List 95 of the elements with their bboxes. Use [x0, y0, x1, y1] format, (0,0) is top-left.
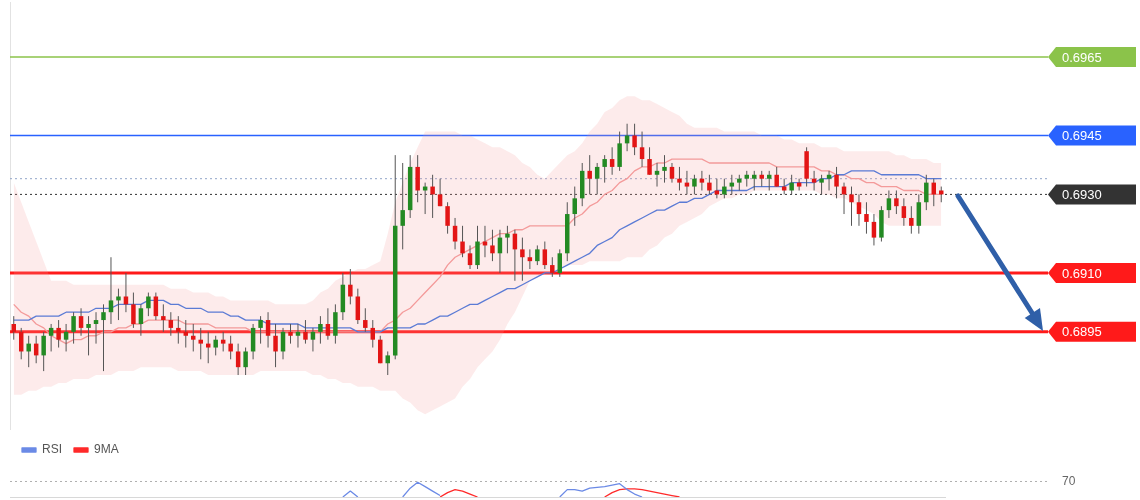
candlestick: [572, 186, 577, 227]
candlestick: [108, 256, 114, 325]
candlestick: [909, 205, 914, 235]
candlestick: [834, 166, 839, 199]
candlestick: [602, 154, 607, 184]
candlestick: [378, 335, 383, 364]
candlestick: [385, 350, 390, 376]
candlestick: [370, 319, 376, 349]
y-tick-label: 0.6965: [1062, 49, 1102, 65]
candlestick: [243, 347, 248, 376]
candlestick: [916, 193, 922, 235]
candlestick: [63, 323, 69, 352]
candlestick: [355, 288, 361, 325]
candlestick: [228, 335, 233, 360]
candlestick: [123, 272, 129, 313]
legend-label: 9MA: [94, 442, 119, 457]
candlestick: [318, 315, 323, 345]
candlestick: [894, 189, 899, 215]
candlestick: [131, 292, 136, 329]
candlestick: [632, 123, 637, 156]
legend-label: RSI: [42, 442, 63, 457]
candlestick: [594, 162, 600, 195]
candlestick: [146, 292, 151, 317]
candlestick: [505, 225, 510, 254]
candlestick: [609, 146, 615, 176]
candlestick: [722, 178, 727, 199]
candlestick: [265, 311, 271, 349]
candlestick: [901, 197, 907, 227]
candlestick: [303, 319, 308, 345]
candlestick: [752, 170, 757, 191]
candlestick: [235, 343, 241, 376]
candlestick: [647, 146, 652, 176]
candlestick: [452, 217, 458, 250]
candlestick: [707, 174, 712, 195]
candlestick: [467, 244, 473, 270]
candlestick: [198, 327, 203, 360]
candlestick: [116, 288, 121, 321]
y-tick-label: 0.6930: [1062, 186, 1102, 202]
candlestick: [871, 213, 877, 246]
candlestick: [288, 323, 293, 345]
candlestick: [475, 225, 480, 270]
candlestick: [400, 162, 405, 250]
text: 70: [1062, 473, 1076, 488]
candlestick: [11, 315, 16, 341]
candlestick: [550, 256, 555, 278]
candlestick: [789, 174, 794, 195]
candlestick: [856, 193, 862, 227]
candlestick: [56, 319, 61, 349]
candlestick: [677, 166, 682, 191]
candlestick: [460, 225, 465, 258]
candlestick: [542, 241, 548, 270]
candlestick: [48, 323, 54, 352]
candlestick: [138, 303, 144, 337]
candlestick: [924, 174, 929, 211]
candlestick: [71, 311, 76, 345]
candlestick: [520, 237, 525, 282]
candlestick: [490, 229, 495, 262]
candlestick: [176, 315, 181, 345]
candlestick: [415, 154, 420, 203]
y-tick-label: 0.6895: [1062, 324, 1102, 340]
candlestick: [273, 323, 278, 368]
candlestick: [153, 292, 159, 321]
candlestick: [774, 166, 779, 188]
candlestick: [669, 162, 675, 184]
candlestick: [617, 131, 622, 172]
candlestick: [363, 307, 368, 333]
candlestick: [86, 315, 91, 356]
candlestick: [557, 248, 563, 278]
candlestick: [258, 315, 263, 345]
candlestick: [168, 311, 174, 337]
candlestick: [430, 174, 435, 219]
candlestick: [639, 131, 645, 168]
candlestick: [445, 201, 450, 235]
candlestick: [325, 307, 331, 341]
candlestick: [437, 178, 443, 207]
y-tick-label: 0.6945: [1062, 128, 1102, 144]
candlestick: [864, 201, 869, 235]
candlestick: [333, 303, 338, 345]
candlestick: [310, 327, 316, 352]
y-tick-label: 0.6910: [1062, 265, 1102, 281]
candlestick: [819, 174, 824, 195]
candlestick: [535, 244, 540, 266]
candlestick: [41, 331, 46, 372]
candlestick: [692, 174, 697, 195]
candlestick: [26, 335, 31, 368]
candlestick: [101, 303, 106, 372]
candlestick: [849, 186, 854, 227]
candlestick: [78, 307, 84, 337]
candlestick: [348, 268, 353, 305]
candlestick: [161, 303, 166, 333]
candlestick: [191, 323, 196, 352]
candlestick: [886, 189, 892, 219]
candlestick: [213, 335, 218, 356]
candlestick: [587, 154, 592, 195]
candlestick: [662, 154, 667, 184]
